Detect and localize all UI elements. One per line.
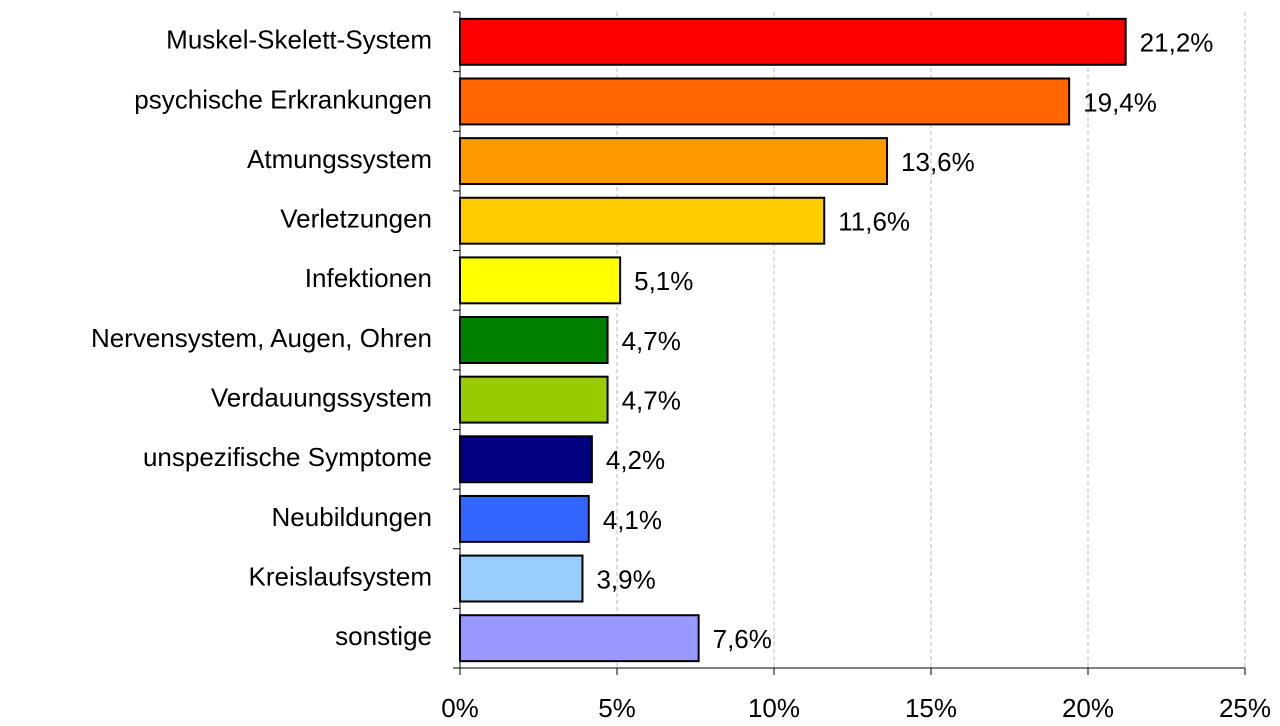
bar — [459, 77, 1071, 126]
value-label: 4,1% — [603, 505, 662, 535]
x-tick-label: 25% — [1219, 693, 1271, 723]
value-label: 21,2% — [1140, 28, 1214, 58]
bar — [459, 554, 584, 603]
y-tick-label: Kreislaufsystem — [249, 561, 433, 591]
value-label: 5,1% — [634, 266, 693, 296]
bar — [459, 316, 609, 364]
y-tick-label: Infektionen — [305, 263, 432, 293]
y-tick-label: unspezifische Symptome — [143, 442, 432, 472]
bar — [459, 137, 889, 186]
y-tick-label: Verdauungssystem — [211, 383, 432, 413]
value-label: 19,4% — [1083, 87, 1157, 117]
y-tick-label: Verletzungen — [280, 204, 432, 234]
bar — [459, 17, 1127, 66]
bar — [459, 614, 700, 663]
value-label: 7,6% — [713, 624, 772, 654]
y-tick-label: Neubildungen — [272, 502, 432, 532]
bar — [459, 256, 622, 305]
bar — [459, 196, 826, 245]
x-tick-label: 20% — [1062, 693, 1114, 723]
x-tick-label: 0% — [441, 693, 479, 723]
x-tick-label: 10% — [748, 693, 800, 723]
y-tick-label: psychische Erkrankungen — [134, 84, 432, 114]
y-tick-label: Atmungssystem — [247, 144, 432, 174]
value-label: 13,6% — [901, 147, 975, 177]
x-tick-label: 15% — [905, 693, 957, 723]
value-label: 4,7% — [622, 386, 681, 416]
y-tick-label: sonstige — [335, 621, 432, 651]
value-label: 3,9% — [596, 564, 655, 594]
y-tick-label: Muskel-Skelett-System — [166, 25, 432, 55]
value-label: 4,7% — [622, 326, 681, 356]
value-label: 11,6% — [838, 207, 910, 237]
x-tick-label: 5% — [598, 693, 636, 723]
value-label: 4,2% — [606, 445, 665, 475]
bar — [459, 375, 609, 424]
y-tick-label: Nervensystem, Augen, Ohren — [91, 323, 432, 353]
bar — [459, 494, 590, 543]
bar — [459, 435, 593, 484]
